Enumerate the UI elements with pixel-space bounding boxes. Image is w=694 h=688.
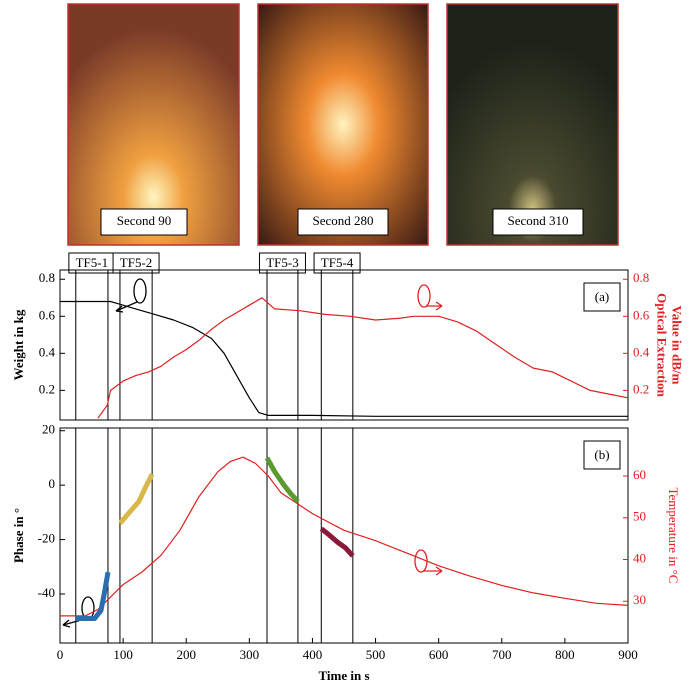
x-tick-label: 700 (492, 647, 512, 662)
y2-tick-label: 30 (633, 592, 646, 607)
series-line (264, 456, 300, 504)
window-label-box (313, 252, 361, 274)
x-axis-label: Time in s (318, 668, 369, 683)
annotations (62, 278, 443, 628)
y2-axis-label: Optical Extraction (655, 293, 670, 397)
panel-label: (b) (594, 447, 609, 462)
y2-tick-label: 0.8 (633, 270, 649, 285)
x-tick-label: 300 (240, 647, 260, 662)
photo-caption: Second 90 (117, 213, 172, 228)
arrow (423, 566, 443, 576)
photo (257, 3, 429, 246)
y2-tick-label: 0.4 (633, 344, 650, 359)
y2-tick-label: 0.6 (633, 307, 650, 322)
x-tick-label: 900 (618, 647, 638, 662)
caption-box (492, 208, 584, 236)
y-tick-label: 0.6 (39, 307, 56, 322)
y-tick-label: -20 (38, 531, 55, 546)
x-tick-label: 100 (113, 647, 133, 662)
y2-tick-label: 60 (633, 467, 646, 482)
plot-frame (59, 269, 629, 421)
x-tick-label: 800 (555, 647, 575, 662)
photo-captions: Second 90 Second 280 Second 310 (100, 208, 584, 236)
y2-axis-label: Temperature in °C (666, 488, 681, 584)
window-label: TF5-2 (120, 255, 153, 270)
x-tick-label: 500 (366, 647, 386, 662)
photo (67, 3, 240, 246)
y2-axis-label: Value in dB/m (670, 306, 685, 385)
y-axis-label: Weight in kg (11, 309, 26, 380)
series-line (319, 526, 355, 558)
plot-frame (59, 427, 629, 644)
series-line (97, 297, 629, 419)
y-tick-label: 0.2 (39, 381, 55, 396)
axis-marker (417, 284, 431, 308)
x-tick-label: 400 (303, 647, 323, 662)
panel-label-box (583, 282, 621, 312)
series-line (60, 300, 628, 417)
window-label: TF5-4 (321, 255, 354, 270)
series-line (60, 456, 629, 617)
y-tick-label: 0.4 (39, 344, 56, 359)
panel-label-box (583, 440, 621, 470)
caption-box (100, 208, 188, 236)
series-line (75, 571, 111, 621)
photo (446, 3, 619, 246)
x-tick-label: 0 (57, 647, 64, 662)
y2-tick-label: 0.2 (633, 381, 649, 396)
panel-label: (a) (595, 289, 609, 304)
y2-tick-label: 40 (633, 550, 646, 565)
caption-box (297, 208, 389, 236)
window-label-box (112, 252, 160, 274)
x-tick-label: 600 (429, 647, 449, 662)
photo-caption: Second 280 (312, 213, 373, 228)
y2-tick-label: 50 (633, 509, 646, 524)
series-line (118, 473, 155, 525)
x-tick-label: 200 (176, 647, 196, 662)
window-label: TF5-3 (266, 255, 299, 270)
photo-caption: Second 310 (507, 213, 568, 228)
window-label: TF5-1 (76, 255, 109, 270)
arrow (426, 301, 443, 311)
axis-marker (133, 278, 147, 304)
y-tick-label: 0.8 (39, 270, 55, 285)
y-tick-label: -40 (38, 585, 55, 600)
y-tick-label: 20 (42, 422, 55, 437)
window-label-box (258, 252, 306, 274)
y-tick-label: 0 (49, 476, 56, 491)
y-axis-label: Phase in ° (11, 508, 26, 563)
